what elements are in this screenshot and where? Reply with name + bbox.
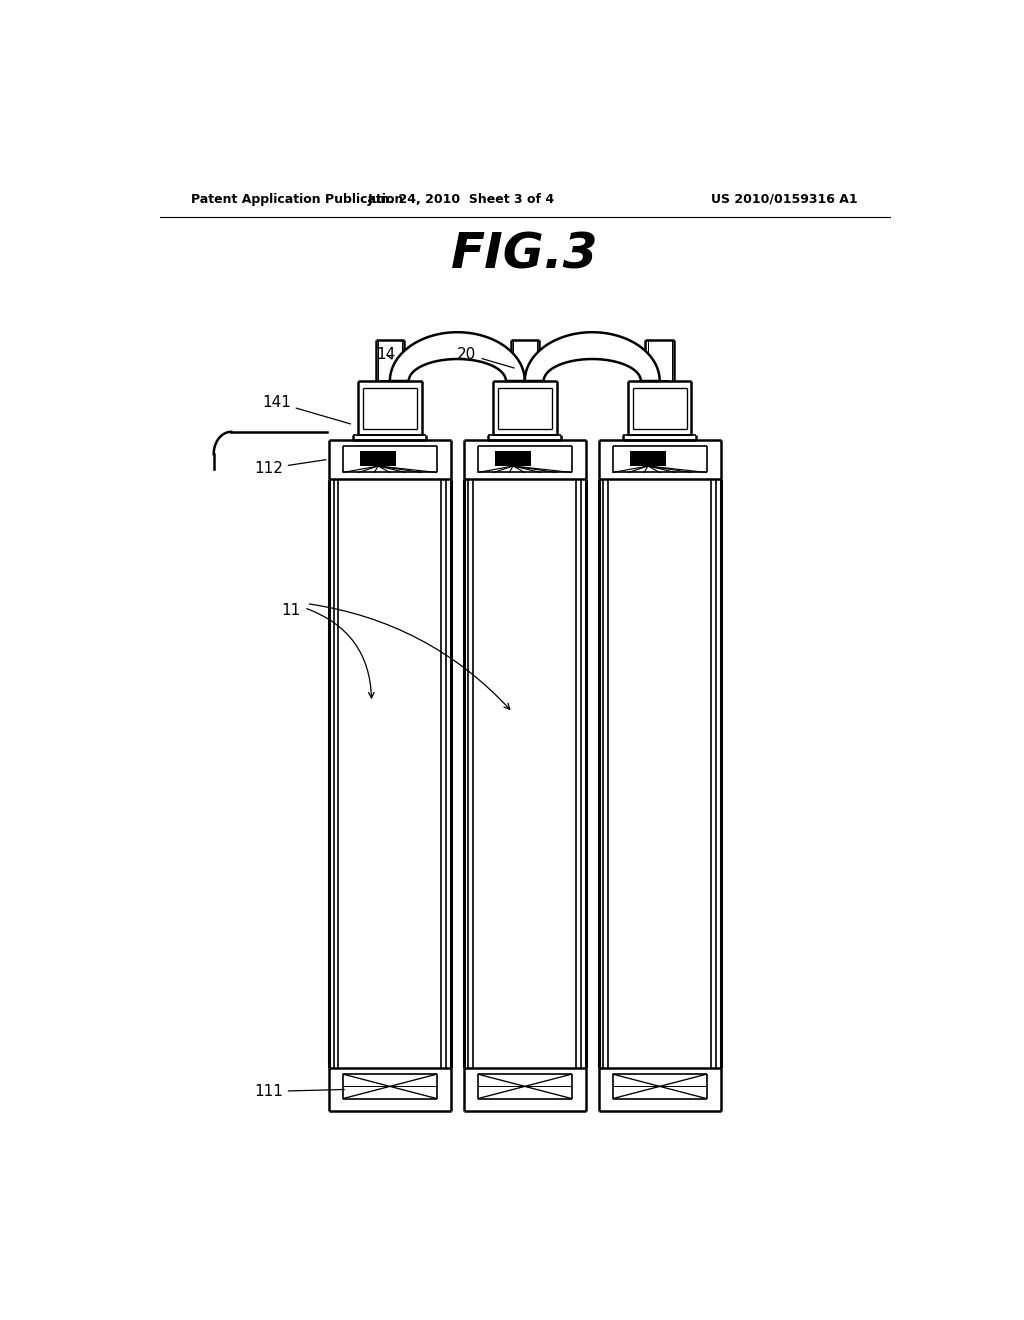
Polygon shape <box>524 333 659 381</box>
Bar <box>630 451 666 466</box>
Text: 141: 141 <box>262 395 350 424</box>
Text: 112: 112 <box>254 459 326 477</box>
Polygon shape <box>390 333 524 381</box>
Text: Jun. 24, 2010  Sheet 3 of 4: Jun. 24, 2010 Sheet 3 of 4 <box>368 193 555 206</box>
Text: Patent Application Publication: Patent Application Publication <box>191 193 403 206</box>
Text: US 2010/0159316 A1: US 2010/0159316 A1 <box>712 193 858 206</box>
Text: 20: 20 <box>458 347 514 368</box>
Text: 11: 11 <box>282 603 301 618</box>
Text: 14: 14 <box>376 347 395 362</box>
Text: FIG.3: FIG.3 <box>451 231 599 279</box>
Bar <box>360 451 396 466</box>
Text: 111: 111 <box>254 1084 344 1100</box>
Bar <box>496 451 530 466</box>
